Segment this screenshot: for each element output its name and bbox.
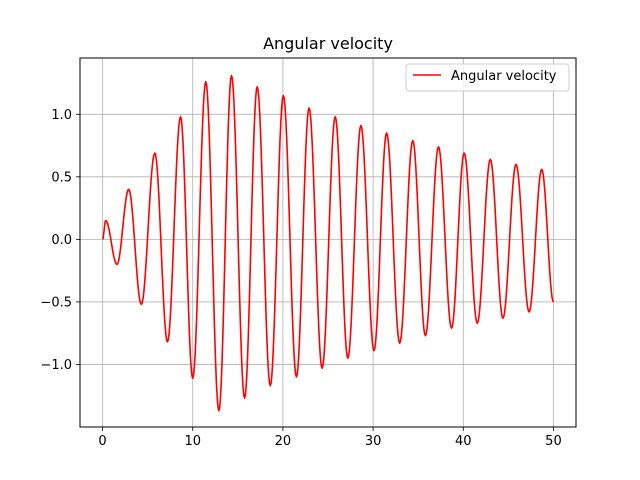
x-tick-label: 40	[455, 434, 472, 449]
legend-box	[405, 63, 570, 92]
x-axis: 0 10 20 30 40 50	[98, 427, 562, 449]
x-tick-label: 20	[275, 434, 292, 449]
legend-label-angular-velocity: Angular velocity	[451, 69, 557, 84]
x-tick-label: 50	[545, 434, 562, 449]
legend: Angular velocity	[405, 63, 570, 92]
y-tick-label: 0.5	[51, 170, 72, 185]
series-layer	[101, 74, 555, 412]
y-axis: −1.0 −0.5 0.0 0.5 1.0	[40, 108, 80, 373]
y-tick-label: −1.0	[40, 358, 72, 373]
y-tick-label: −0.5	[40, 295, 72, 310]
chart-title: Angular velocity	[263, 34, 393, 53]
x-tick-label: 10	[184, 434, 201, 449]
plot-frame	[79, 57, 577, 428]
y-tick-label: 0.0	[51, 233, 72, 248]
x-tick-label: 30	[365, 434, 382, 449]
y-tick-label: 1.0	[51, 108, 72, 123]
series-line-angular-velocity	[101, 74, 555, 412]
x-tick-label: 0	[98, 434, 106, 449]
